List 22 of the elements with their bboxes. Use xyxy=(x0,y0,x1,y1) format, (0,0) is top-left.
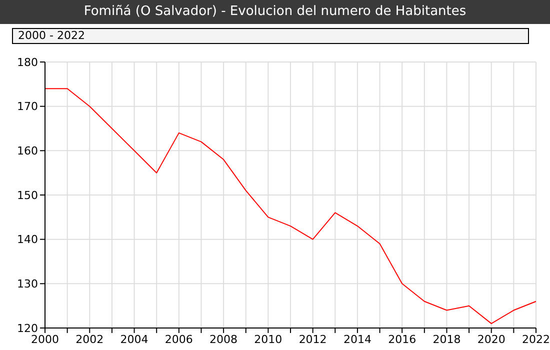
x-tick-label: 2022 xyxy=(522,332,550,346)
x-tick-label: 2018 xyxy=(432,332,461,346)
x-tick-label: 2016 xyxy=(388,332,416,346)
y-tick-label: 120 xyxy=(17,322,38,335)
x-tick-label: 2000 xyxy=(31,332,59,346)
y-tick-label: 140 xyxy=(17,233,38,246)
x-tick-label: 2008 xyxy=(210,332,238,346)
x-tick-label: 2012 xyxy=(298,332,327,346)
y-tick-label: 170 xyxy=(17,100,38,114)
chart-subtitle: 2000 - 2022 xyxy=(12,28,529,44)
x-tick-label: 2020 xyxy=(477,332,506,346)
chart-title: Fomiñá (O Salvador) - Evolucion del numero de Habitantes xyxy=(0,0,550,24)
y-tick-label: 160 xyxy=(17,144,38,158)
x-tick-label: 2004 xyxy=(120,332,148,346)
x-tick-label: 2002 xyxy=(76,332,104,346)
x-tick-label: 2010 xyxy=(254,332,282,346)
line-series xyxy=(45,88,536,324)
y-tick-label: 180 xyxy=(17,56,38,69)
y-tick-label: 130 xyxy=(17,278,38,291)
y-tick-label: 150 xyxy=(17,188,38,202)
x-tick-label: 2014 xyxy=(343,332,372,346)
x-tick-label: 2006 xyxy=(164,332,193,346)
